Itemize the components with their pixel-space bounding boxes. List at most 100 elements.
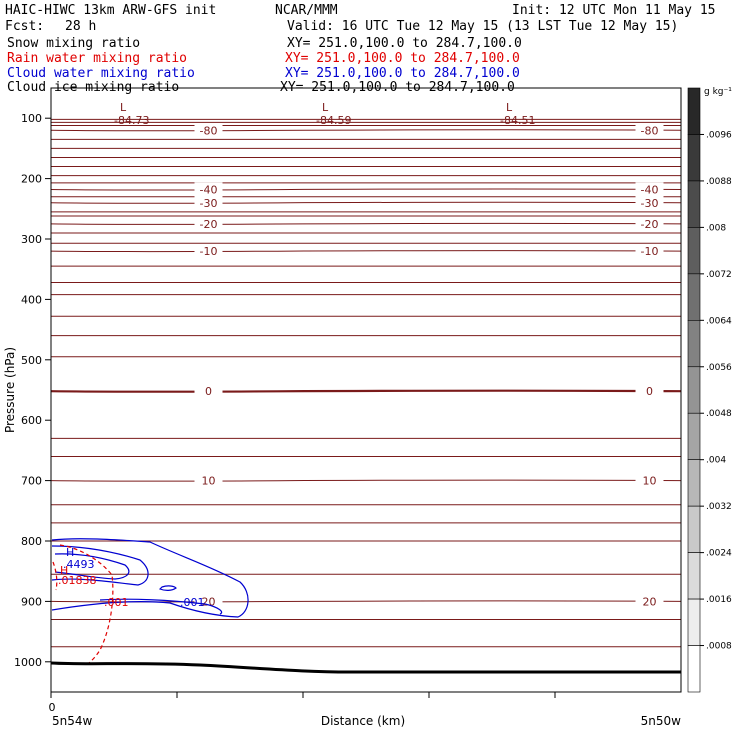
- colorbar-segment: [687, 227, 701, 275]
- colorbar-label: .0096: [706, 130, 732, 140]
- isotherm-line: [51, 232, 681, 234]
- isotherm-line: [51, 503, 681, 506]
- y-tick-label-500: 500: [21, 354, 42, 367]
- colorbar-label: .0072: [706, 270, 732, 280]
- y-tick-label-700: 700: [21, 475, 42, 488]
- cloudwater-max-value: .4493: [63, 558, 95, 571]
- isotherm--30: [51, 201, 681, 204]
- x-end-label-left: 5n54w: [52, 714, 93, 728]
- isotherm-label-bg: [635, 123, 664, 136]
- isotherm-line: [51, 138, 681, 141]
- colorbar-segment: [687, 134, 701, 182]
- isotherm-line: [51, 211, 681, 213]
- isotherm-label--30: -30: [200, 197, 218, 210]
- isotherm-label-bg: [635, 244, 664, 257]
- isotherm-line: [51, 147, 681, 150]
- isotherm-label-bg: [194, 216, 223, 229]
- colorbar-unit: g kg⁻¹: [704, 87, 732, 97]
- isotherm-label-bg: [194, 473, 223, 486]
- field-rain-xy: XY= 251.0,100.0 to 284.7,100.0: [285, 51, 520, 66]
- colorbar-label: .0008: [706, 642, 732, 652]
- isotherm-label-bg: [635, 195, 664, 208]
- isotherm-line: [51, 195, 681, 198]
- isotherm-line: [51, 618, 681, 621]
- colorbar-label: .0056: [706, 363, 732, 373]
- colorbar-segment: [687, 645, 701, 693]
- isotherm-line: [51, 573, 681, 576]
- colorbar-segment: [687, 598, 701, 646]
- low-marker-2-letter: L: [322, 101, 329, 114]
- colorbar: .0096 .0088 .008 .0072 .0064 .0056 .0048 .004 .0…: [687, 87, 732, 693]
- colorbar-segment: [687, 180, 701, 228]
- isotherm-label-bg: [635, 473, 664, 486]
- rain-max-letter: H: [60, 564, 68, 577]
- plot-frame: [50, 87, 682, 693]
- isotherm-label-bg: [194, 195, 223, 208]
- y-tick-label-100: 100: [21, 112, 42, 125]
- isotherm-label-bg: [194, 123, 223, 136]
- init-time: Init: 12 UTC Mon 11 May 15: [512, 3, 716, 18]
- low-marker-2-value: -84.59: [316, 114, 351, 127]
- y-tick-label-900: 900: [21, 595, 42, 608]
- isotherm-label--20: -20: [200, 218, 218, 231]
- isotherm-line: [51, 182, 681, 184]
- isotherm-label--40: -40: [200, 183, 218, 196]
- isotherm-0: [51, 389, 681, 393]
- field-snow-xy: XY= 251.0,100.0 to 284.7,100.0: [287, 36, 522, 51]
- rain-max-value: .01838: [58, 574, 97, 587]
- rain-water-contours: [52, 544, 114, 665]
- isotherm-10: [51, 479, 681, 482]
- isotherm-label-10: 10: [643, 475, 657, 488]
- colorbar-label: .0048: [706, 409, 732, 419]
- isotherm-label-bg: [194, 384, 223, 397]
- x-tick-label-0: 0: [49, 701, 56, 714]
- isotherm--10: [51, 250, 681, 253]
- isotherm-line: [51, 174, 681, 177]
- isotherm-label--80: -80: [641, 124, 659, 137]
- low-markers: L -84.73 L -84.59 L -84.51: [114, 101, 535, 127]
- isotherm-label-0: 0: [646, 385, 653, 398]
- isotherm-line: [51, 355, 681, 358]
- isotherm-label-bg: [194, 182, 223, 195]
- field-cloudwater-label: Cloud water mixing ratio: [7, 66, 195, 81]
- isotherm-line: [51, 455, 681, 458]
- colorbar-segment: [687, 505, 701, 553]
- y-axis-label: Pressure (hPa): [3, 347, 17, 433]
- cloudwater-max-letter: H: [66, 546, 74, 559]
- isotherm-line: [51, 293, 681, 296]
- isotherm-line: [51, 437, 681, 440]
- isotherm-label-10: 10: [202, 475, 216, 488]
- isotherm-label-bg: [635, 594, 664, 607]
- isotherm-label-0: 0: [205, 385, 212, 398]
- isotherm-label--10: -10: [641, 245, 659, 258]
- isotherm-line: [51, 522, 681, 524]
- model-title: HAIC-HIWC 13km ARW-GFS init: [5, 3, 217, 18]
- surface-line: [50, 661, 681, 674]
- isotherm-label--80: -80: [200, 124, 218, 137]
- isotherm--80: [51, 129, 681, 132]
- isotherm--20: [51, 222, 681, 225]
- isotherm-line: [51, 265, 681, 267]
- isotherm-line: [51, 242, 681, 245]
- colorbar-segment: [687, 87, 701, 135]
- valid-time: Valid: 16 UTC Tue 12 May 15 (13 LST Tue …: [287, 19, 679, 34]
- isotherm-line: [51, 315, 681, 318]
- isotherm-line: [51, 118, 681, 121]
- isotherm-line: [51, 334, 681, 337]
- low-marker-3-value: -84.51: [500, 114, 535, 127]
- colorbar-label: .0024: [706, 549, 732, 559]
- x-axis-label: Distance (km): [321, 714, 405, 728]
- colorbar-label: .0032: [706, 502, 732, 512]
- y-axis: 100 200 300 400 500 600 700 800 900 1000: [14, 112, 51, 669]
- y-tick-label-300: 300: [21, 233, 42, 246]
- isotherm-line: [51, 540, 681, 542]
- isotherm-label-bg: [635, 182, 664, 195]
- low-marker-1-letter: L: [120, 101, 127, 114]
- colorbar-segment: [687, 366, 701, 414]
- low-marker-3-letter: L: [506, 101, 513, 114]
- isotherm-label-20: 20: [202, 595, 216, 608]
- isotherm-label--10: -10: [200, 245, 218, 258]
- cloudwater-contour-label: .001: [180, 596, 205, 609]
- y-tick-label-400: 400: [21, 293, 42, 306]
